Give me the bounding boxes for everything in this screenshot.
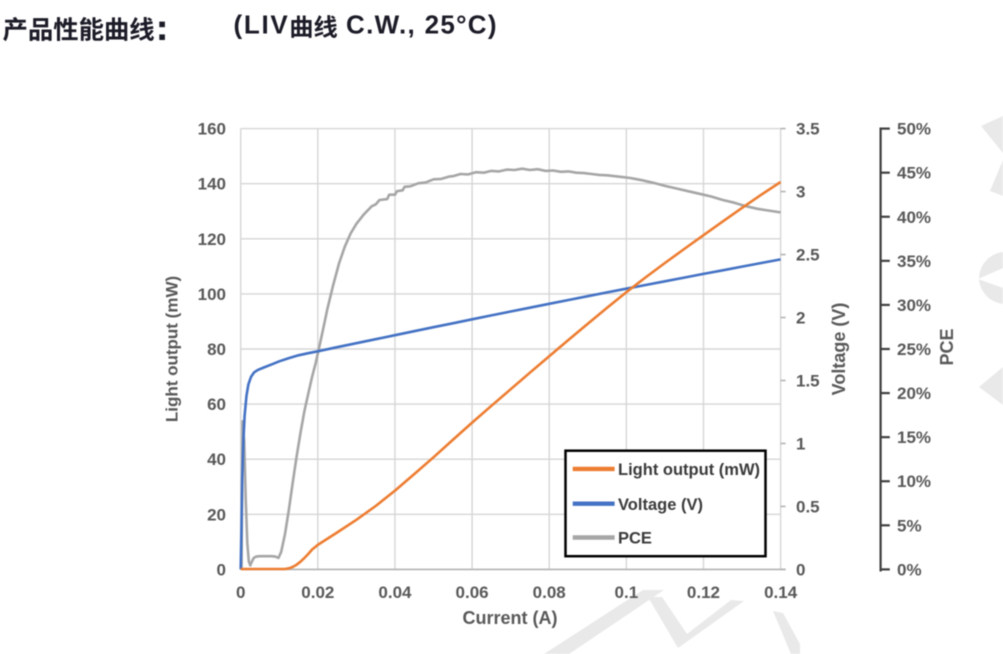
svg-text:140: 140 xyxy=(198,175,226,194)
svg-text:50%: 50% xyxy=(897,120,931,139)
svg-text:C.W., 25°C): C.W., 25°C) xyxy=(346,10,498,40)
svg-text:0: 0 xyxy=(217,560,226,579)
svg-text:0.12: 0.12 xyxy=(687,583,720,602)
svg-text:Voltage (V): Voltage (V) xyxy=(618,496,703,514)
svg-text:5%: 5% xyxy=(897,516,922,535)
svg-text:45%: 45% xyxy=(897,164,931,183)
svg-text:0.06: 0.06 xyxy=(456,583,489,602)
svg-text:2.5: 2.5 xyxy=(796,246,820,265)
svg-text:60: 60 xyxy=(207,395,226,414)
svg-text:35%: 35% xyxy=(897,252,931,271)
svg-text:1.5: 1.5 xyxy=(796,371,820,390)
svg-text:1: 1 xyxy=(796,434,805,453)
svg-text:2: 2 xyxy=(796,309,805,328)
svg-text:100: 100 xyxy=(198,285,226,304)
svg-text:10%: 10% xyxy=(897,472,931,491)
svg-text:Light output (mW): Light output (mW) xyxy=(163,276,182,422)
svg-text:0.04: 0.04 xyxy=(378,583,412,602)
svg-text:3.5: 3.5 xyxy=(796,120,820,139)
svg-text:40: 40 xyxy=(207,450,226,469)
svg-text:3: 3 xyxy=(796,183,805,202)
svg-text:Current (A): Current (A) xyxy=(463,608,558,628)
svg-text:0.1: 0.1 xyxy=(615,583,639,602)
svg-text:0%: 0% xyxy=(897,560,922,579)
svg-text:25%: 25% xyxy=(897,340,931,359)
svg-text:0: 0 xyxy=(796,560,805,579)
svg-text:0.5: 0.5 xyxy=(796,497,820,516)
svg-text:15%: 15% xyxy=(897,428,931,447)
svg-text:0.14: 0.14 xyxy=(764,583,798,602)
svg-text:160: 160 xyxy=(198,120,226,139)
svg-text:80: 80 xyxy=(207,340,226,359)
svg-text:30%: 30% xyxy=(897,296,931,315)
svg-text:PCE: PCE xyxy=(937,328,957,365)
svg-text:0.08: 0.08 xyxy=(533,583,566,602)
svg-text:120: 120 xyxy=(198,230,226,249)
svg-text:PCE: PCE xyxy=(618,530,652,548)
svg-text:0: 0 xyxy=(236,583,245,602)
svg-text:(LIV: (LIV xyxy=(234,10,290,40)
svg-text:20%: 20% xyxy=(897,384,931,403)
svg-text:40%: 40% xyxy=(897,208,931,227)
svg-text:20: 20 xyxy=(207,505,226,524)
svg-text:0.02: 0.02 xyxy=(301,583,334,602)
svg-text:Light output (mW): Light output (mW) xyxy=(618,461,760,479)
svg-text:Voltage (V): Voltage (V) xyxy=(829,303,849,396)
